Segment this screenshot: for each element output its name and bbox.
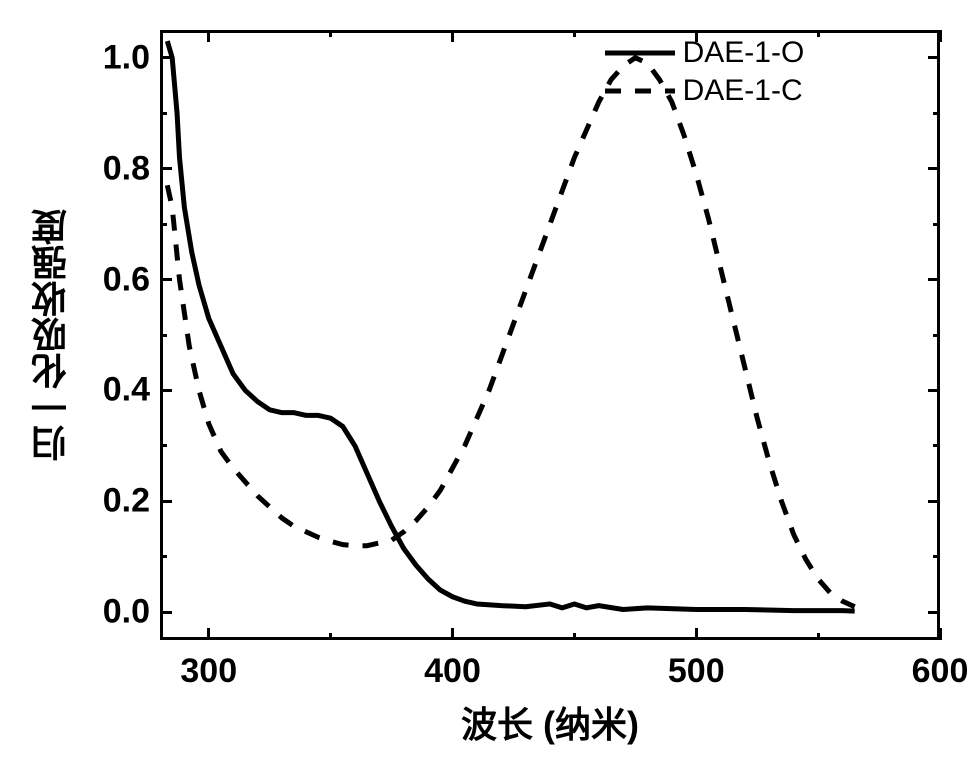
legend: DAE-1-O DAE-1-C xyxy=(605,36,805,112)
series-DAE-1-C xyxy=(167,58,854,607)
legend-item-DAE-1-O: DAE-1-O xyxy=(605,36,805,70)
legend-item-DAE-1-C: DAE-1-C xyxy=(605,74,805,108)
legend-swatch xyxy=(605,43,675,63)
legend-label: DAE-1-C xyxy=(683,74,803,108)
y-axis-title: 归一化吸收强度 xyxy=(26,209,78,461)
data-lines xyxy=(0,0,969,765)
x-axis-title: 波长 (纳米) xyxy=(461,696,639,748)
legend-label: DAE-1-O xyxy=(683,36,805,70)
spectrum-chart: 3004005006000.00.20.40.60.81.0 DAE-1-ODA… xyxy=(0,0,969,765)
legend-swatch xyxy=(605,81,675,101)
